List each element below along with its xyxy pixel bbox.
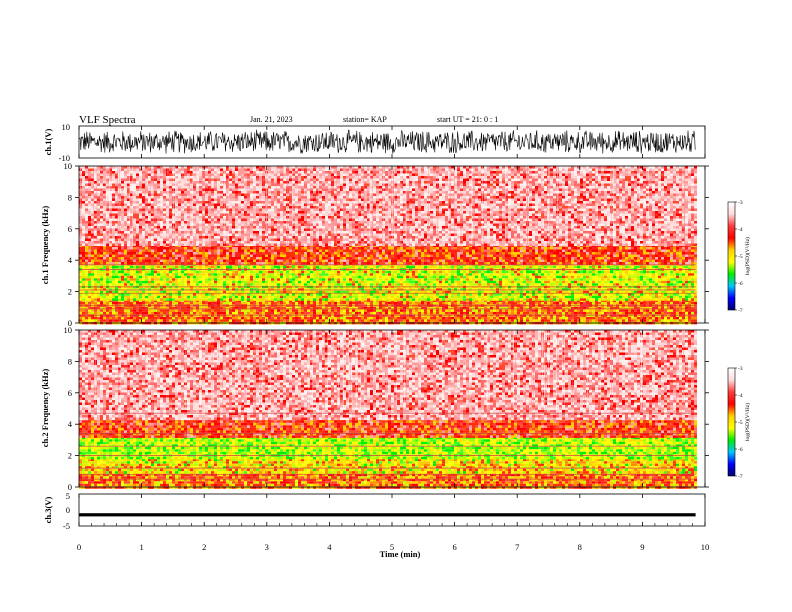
spec-ytick-label: 8 — [68, 192, 72, 202]
ch3-waveform-band — [79, 513, 696, 516]
spectrogram-band — [79, 459, 697, 474]
colorbar-tick-label: -5 — [738, 254, 743, 260]
ch2-spec-ylabel: ch.2 Frequency (kHz) — [40, 369, 50, 448]
x-tick-label: 10 — [701, 542, 710, 552]
spec-ytick-label: 4 — [68, 419, 73, 429]
x-tick-label: 0 — [77, 542, 81, 552]
station-label: station= KAP — [343, 115, 387, 124]
x-tick-label: 2 — [202, 542, 206, 552]
ch3-ylabel: ch.3(V) — [43, 496, 53, 523]
ch3-ytick-bottom: -5 — [63, 521, 70, 531]
ch1-ylabel: ch.1(V) — [43, 128, 53, 155]
spec-ytick-label: 2 — [68, 287, 72, 297]
spec-ytick-label: 6 — [68, 224, 72, 234]
colorbar-gradient — [728, 368, 735, 476]
x-tick-label: 6 — [452, 542, 456, 552]
figure-title: VLF Spectra — [79, 114, 136, 126]
vlf-figure: VLF Spectra Jan. 21, 2023 station= KAP s… — [0, 0, 792, 612]
colorbar-tick-label: -3 — [738, 200, 743, 206]
x-tick-label: 3 — [265, 542, 269, 552]
colorbar-label: log(PSD)(V²/Hz) — [744, 403, 751, 441]
ch3-trace — [79, 513, 696, 516]
ch2-spectrogram-image — [79, 330, 705, 489]
spectrogram-band — [79, 245, 697, 265]
x-tick-label: 9 — [640, 542, 644, 552]
spec-ytick-label: 8 — [68, 356, 72, 366]
spec-ytick-label: 2 — [68, 451, 72, 461]
ch3-ytick-top: 5 — [66, 491, 70, 501]
colorbar-gradient — [728, 202, 735, 310]
colorbar-tick-label: -4 — [738, 393, 743, 399]
ch1-ytick-top: 10 — [62, 122, 71, 132]
colorbar-tick-label: -6 — [738, 447, 743, 453]
colorbar-tick-label: -4 — [738, 227, 743, 233]
spec-ytick-label: 10 — [64, 161, 73, 171]
start-ut-label: start UT = 21: 0 : 1 — [437, 115, 498, 124]
x-tick-label: 4 — [327, 542, 332, 552]
spec-ytick-label: 6 — [68, 388, 72, 398]
ch1-spec-ylabel: ch.1 Frequency (kHz) — [40, 206, 50, 285]
x-tick-label: 1 — [139, 542, 143, 552]
colorbar-tick-label: -7 — [738, 308, 743, 314]
x-axis-label: Time (min) — [380, 549, 421, 559]
colorbar-label: log(PSD)(V²/Hz) — [744, 237, 751, 275]
date-label: Jan. 21, 2023 — [250, 115, 293, 124]
colorbar-tick-label: -3 — [738, 366, 743, 372]
x-tick-label: 8 — [578, 542, 582, 552]
colorbar-tick-label: -6 — [738, 281, 743, 287]
ch2-colorbar: -3 -4 -5 -6 -7 log(PSD)(V²/Hz) — [728, 366, 751, 480]
spectrogram-band — [79, 263, 697, 301]
ch1-waveform-panel: 10 -10 ch.1(V) — [43, 122, 705, 163]
colorbar-tick-label: -5 — [738, 420, 743, 426]
spectrogram-band — [79, 299, 697, 324]
spectrogram-band — [79, 418, 697, 438]
ch1-spectrogram-image — [79, 166, 705, 324]
spec-ytick-label: 4 — [68, 255, 73, 265]
ch3-waveform-panel: 5 0 -5 ch.3(V) — [43, 491, 705, 531]
spectrogram-band — [79, 471, 697, 489]
colorbar-tick-label: -7 — [738, 474, 743, 480]
spec-ytick-label: 10 — [64, 325, 73, 335]
x-tick-label: 7 — [515, 542, 519, 552]
ch1-colorbar: -3 -4 -5 -6 -7 log(PSD)(V²/Hz) — [728, 200, 751, 314]
ch3-ytick-mid: 0 — [66, 505, 70, 515]
